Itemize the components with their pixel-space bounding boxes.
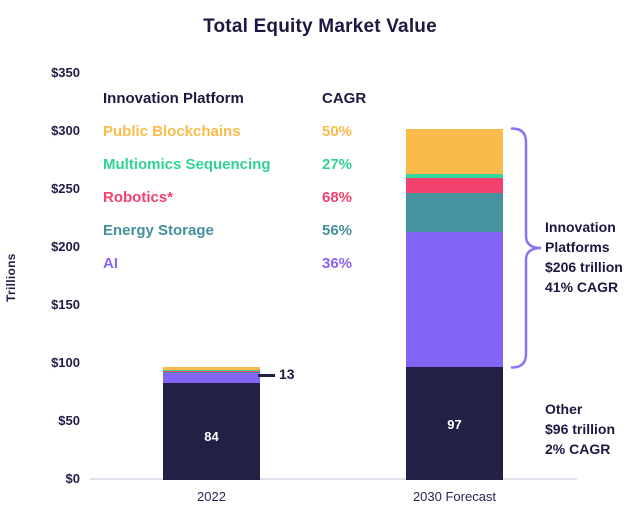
y-tick-0: $0 [65,471,80,486]
bar-segment-2022-robotics- [163,370,260,373]
y-tick-50: $50 [58,413,80,428]
legend-label: Robotics* [103,189,174,206]
bar-value-label-2022: 84 [204,428,219,444]
legend-row-ai: AI 36% [103,255,366,275]
legend-label: Energy Storage [103,222,214,239]
legend-row-multiomics-sequencing: Multiomics Sequencing 27% [103,156,366,176]
chart-title: Total Equity Market Value [203,16,437,37]
legend-label: AI [103,255,118,272]
bar-segment-2022-multiomics-sequencing [163,369,260,371]
bar-segment-2030-forecast-robotics- [406,178,503,194]
legend-cagr-value: 56% [322,222,353,239]
legend-header-cagr: CAGR [322,90,367,107]
y-tick-200: $200 [51,239,80,254]
legend-cagr-value: 50% [322,123,353,140]
bar-segment-2030-forecast-public-blockchains [406,128,503,174]
legend-header: Innovation Platform CAGR [103,90,366,110]
bar-segment-2030-forecast-energy-storage [406,193,503,232]
legend-label: Public Blockchains [103,123,241,140]
x-axis-line [90,478,577,480]
callout-value-2022: 13 [279,366,295,382]
bar-segment-2022-public-blockchains [163,367,260,370]
y-tick-350: $350 [51,65,80,80]
bar-segment-2022-ai [163,373,260,383]
other-note: Other $96 trillion 2% CAGR [545,401,616,457]
y-tick-150: $150 [51,297,80,312]
legend-row-energy-storage: Energy Storage 56% [103,222,366,242]
legend-cagr-value: 68% [322,189,353,206]
y-tick-100: $100 [51,355,80,370]
legend-row-public-blockchains: Public Blockchains 50% [103,123,366,143]
legend: Innovation Platform CAGR Public Blockcha… [103,90,366,288]
legend-cagr-value: 27% [322,156,353,173]
legend-row-robotics-: Robotics* 68% [103,189,366,209]
y-tick-300: $300 [51,123,80,138]
bar-segment-2022-energy-storage [163,372,260,374]
legend-header-platform: Innovation Platform [103,90,244,107]
x-label-2030-forecast: 2030 Forecast [412,489,497,504]
callout-line-2022 [258,374,275,377]
y-tick-250: $250 [51,181,80,196]
innovation-platforms-note: Innovation Platforms $206 trillion 41% C… [545,219,623,295]
bar-segment-2030-forecast-ai [406,231,503,368]
innovation-bracket-icon [510,127,542,369]
legend-rows: Public Blockchains 50% Multiomics Sequenci… [103,123,366,275]
bar-segment-2030-forecast-multiomics-sequencing [406,173,503,179]
x-label-2022: 2022 [197,489,226,504]
legend-cagr-value: 36% [322,255,353,272]
bar-value-label-2030-forecast: 97 [447,417,462,433]
bar-segment-2030-forecast-other [406,367,503,480]
legend-label: Multiomics Sequencing [103,156,271,173]
bar-segment-2022-other [163,382,260,480]
